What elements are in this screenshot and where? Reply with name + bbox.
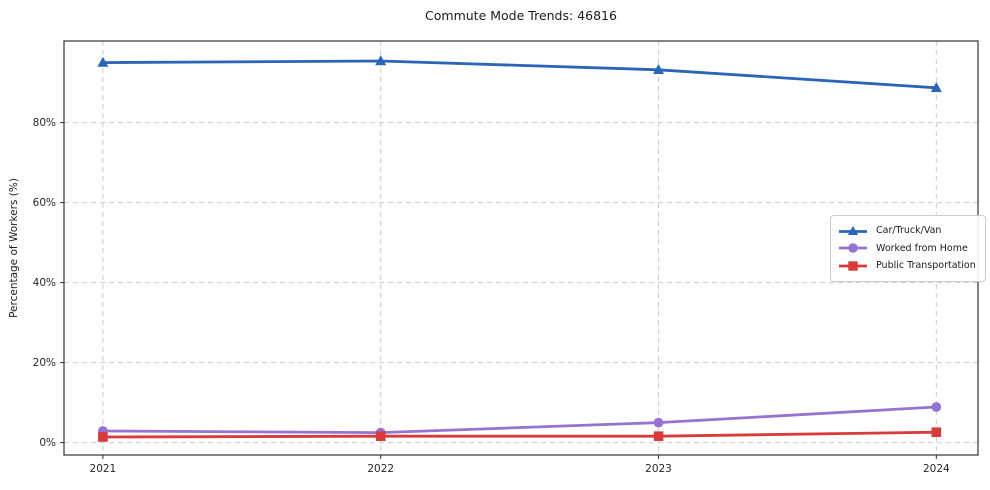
y-tick-label: 20%	[33, 357, 56, 369]
legend-item-car-truck-van: Car/Truck/Van	[838, 222, 976, 240]
series-line-1	[101, 405, 938, 435]
data-point-marker	[930, 82, 942, 92]
chart-title: Commute Mode Trends: 46816	[425, 8, 617, 23]
series-line-0	[101, 59, 938, 90]
x-tick-label: 2022	[367, 463, 394, 475]
line-circle-marker-icon	[839, 243, 867, 254]
legend-label-public-transportation: Public Transportation	[876, 260, 976, 271]
data-point-marker	[375, 55, 387, 66]
series-line-2	[101, 430, 938, 439]
legend-item-public-transportation: Public Transportation	[838, 257, 976, 275]
x-tick-label: 2023	[645, 463, 672, 475]
x-tick-label: 2024	[923, 463, 950, 475]
y-tick-label: 0%	[39, 437, 56, 449]
data-point-marker	[375, 431, 386, 441]
legend-label-car-truck-van: Car/Truck/Van	[876, 225, 942, 236]
data-point-marker	[653, 64, 665, 74]
legend: Car/Truck/Van Worked from Home Public Tr…	[830, 215, 986, 282]
data-point-marker	[931, 427, 942, 437]
data-point-marker	[98, 432, 108, 442]
data-point-marker	[97, 56, 109, 67]
line-triangle-marker-icon	[839, 225, 867, 235]
legend-item-worked-from-home: Worked from Home	[838, 240, 976, 258]
y-tick-label: 80%	[33, 117, 56, 129]
y-tick-label: 60%	[33, 197, 56, 209]
data-point-marker	[653, 417, 664, 428]
line-square-marker-icon	[839, 261, 867, 271]
legend-label-worked-from-home: Worked from Home	[876, 242, 968, 254]
data-point-marker	[931, 402, 942, 412]
data-point-marker	[653, 431, 664, 441]
y-tick-label: 40%	[33, 277, 56, 289]
x-tick-label: 2021	[90, 463, 117, 475]
